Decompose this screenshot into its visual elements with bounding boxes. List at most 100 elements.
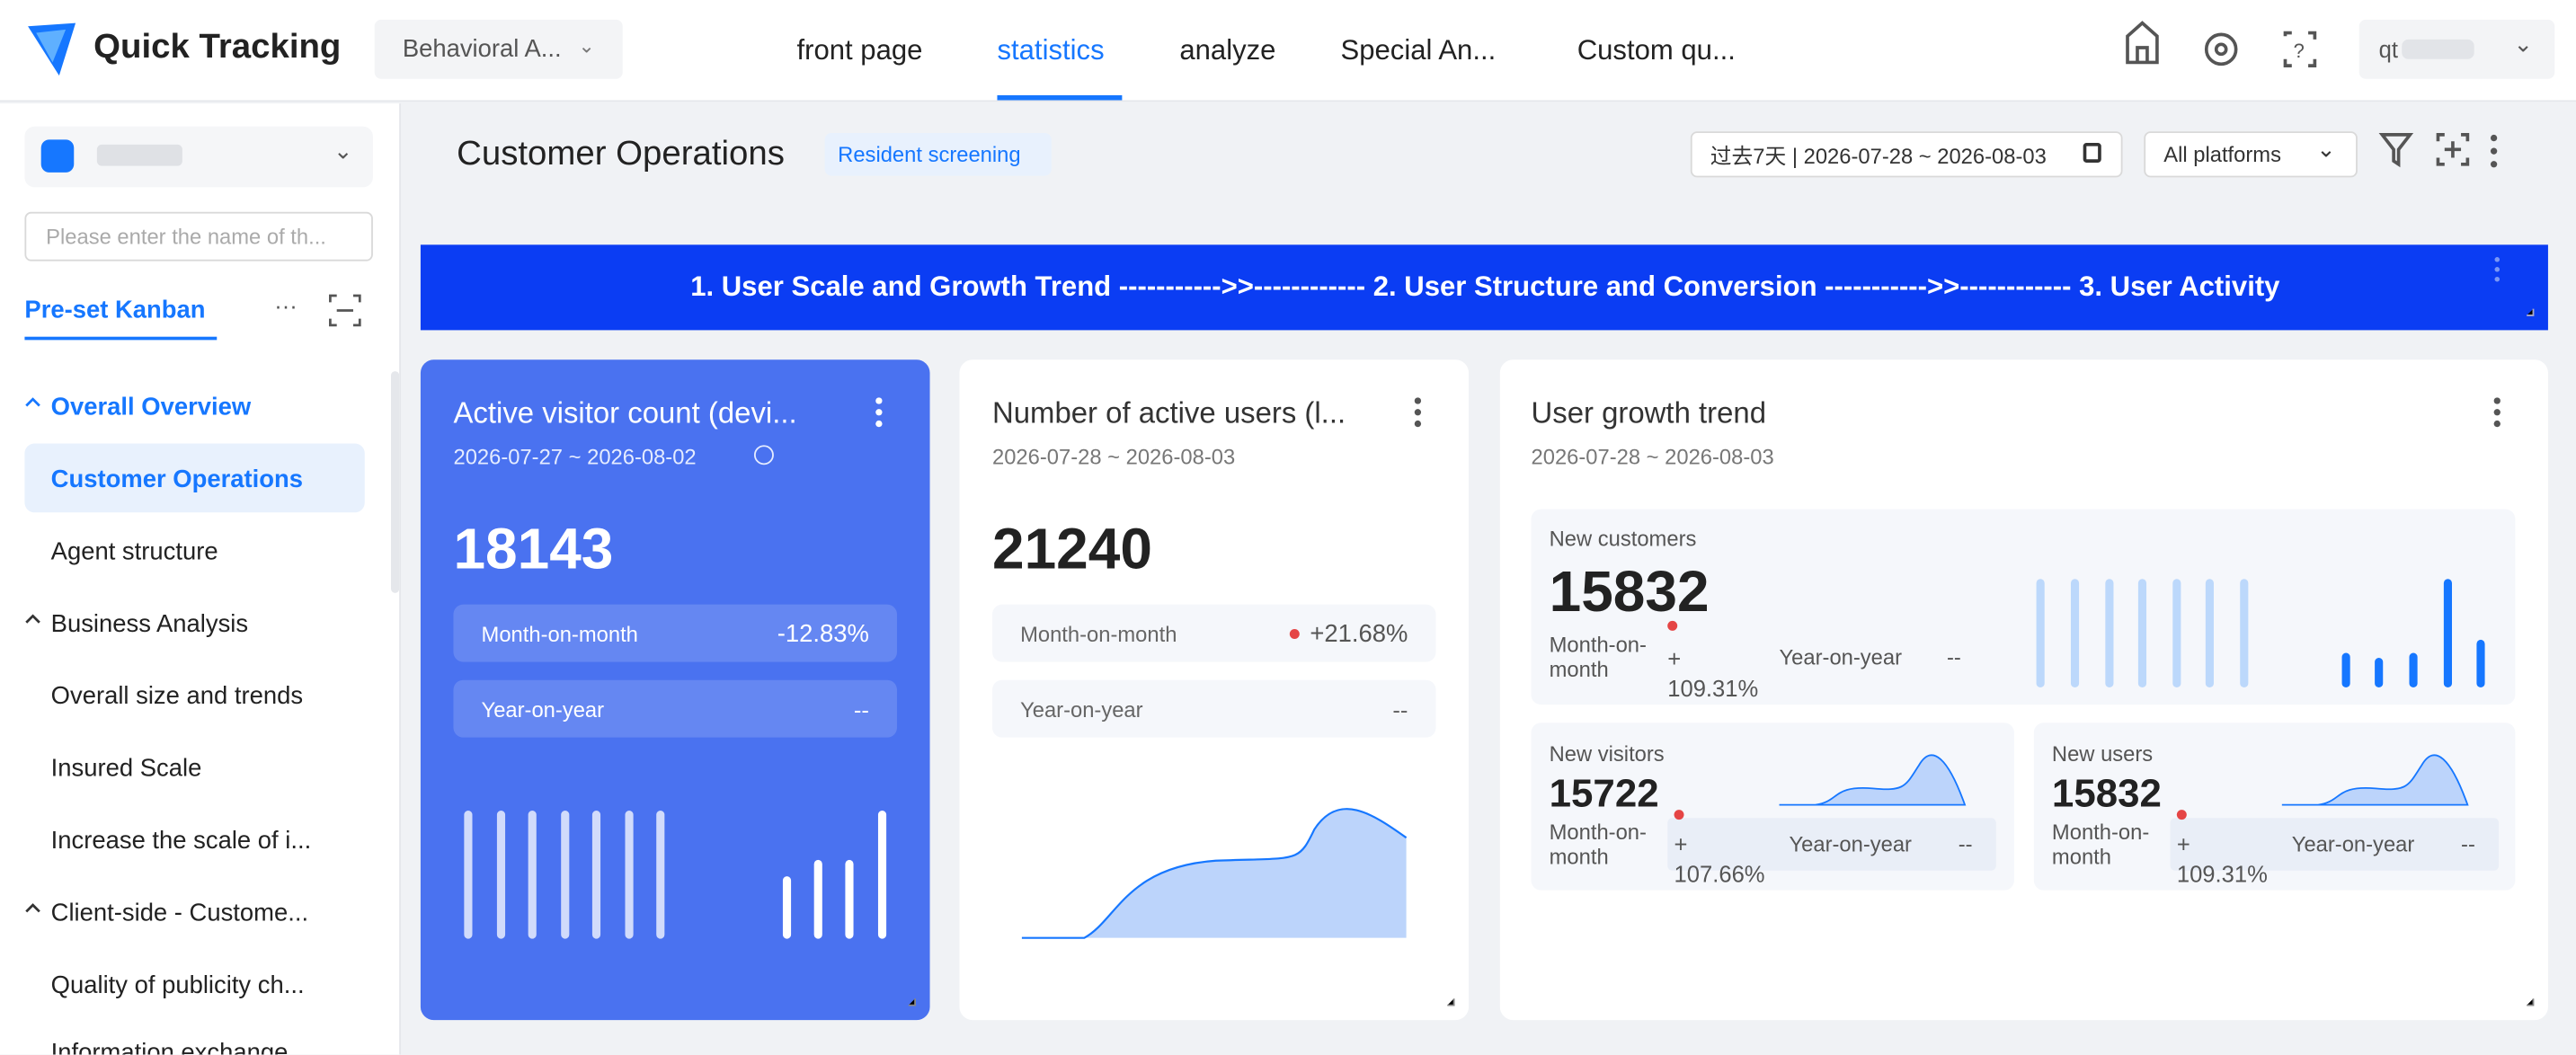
chevron: ⌄ [578, 34, 595, 58]
block-yoy-value: -- [2461, 831, 2475, 857]
block-yoy-value: -- [1946, 644, 1961, 669]
metric-row [453, 604, 897, 662]
blurred-name [2402, 39, 2474, 59]
page-title: Customer Operations [457, 134, 785, 173]
svg-text:?: ? [2294, 40, 2305, 62]
card-title: Active visitor count (devi... [453, 396, 797, 430]
metric-card [420, 359, 930, 1021]
sidebar-item[interactable]: Increase the scale of i... [50, 827, 312, 856]
nav-item[interactable]: Custom qu... [1577, 34, 1736, 66]
block-yoy-label: Year-on-year [1779, 644, 1903, 669]
block-value: 15722 [1549, 772, 1659, 817]
sidebar-item[interactable]: Quality of publicity ch... [50, 971, 305, 1000]
nav-item[interactable]: Special An... [1340, 34, 1497, 66]
block-mom-label: Month-on-month [1549, 820, 1647, 869]
caret [25, 397, 40, 407]
sidebar-item[interactable]: Overall size and trends [50, 682, 304, 711]
date-picker[interactable] [1690, 131, 2123, 178]
caret [25, 903, 40, 913]
search-placeholder: Please enter the name of th... [46, 224, 326, 249]
tab-underline [24, 336, 218, 341]
metric-label: Month-on-month [481, 621, 638, 647]
card-date: 2026-07-27 ~ 2026-08-02 [453, 444, 697, 469]
sidebar-item[interactable]: Agent structure [50, 537, 218, 566]
block-value: 15832 [1549, 560, 1710, 625]
block-mom-value: + 107.66% [1674, 830, 1765, 888]
caret [25, 614, 40, 624]
header-icons: ? [2126, 21, 2317, 67]
nav-item[interactable]: analyze [1179, 34, 1276, 66]
sidebar [0, 103, 401, 1055]
nav-underline [997, 95, 1123, 101]
workspace-select[interactable] [374, 19, 623, 79]
caret-path [25, 614, 40, 624]
trend-dot [1289, 629, 1300, 640]
logo-icon [28, 22, 76, 76]
sidebar-item[interactable]: Overall Overview [50, 393, 252, 421]
search-input[interactable] [24, 211, 373, 262]
tag-text: Resident screening [838, 142, 1021, 167]
chevron: ⌄ [2513, 30, 2533, 58]
more-icon[interactable]: ··· [274, 292, 298, 319]
trend-dot [1674, 810, 1684, 820]
metric-row [453, 679, 897, 738]
logo-text: Quick Tracking [93, 28, 342, 66]
active-item-bg [24, 443, 365, 513]
block-label: New customers [1549, 526, 1697, 552]
chevron: ⌄ [2316, 135, 2336, 163]
card-date: 2026-07-28 ~ 2026-08-03 [1531, 444, 1774, 469]
block-label: New users [2051, 741, 2154, 767]
platform-select[interactable] [2144, 131, 2358, 178]
banner [420, 244, 2548, 331]
metric-value: -- [853, 696, 869, 723]
date-range: 过去7天 | 2026-07-28 ~ 2026-08-03 [1710, 143, 2047, 169]
tab[interactable]: Pre-set Kanban [24, 296, 206, 324]
metric-value: -12.83% [777, 619, 869, 649]
card-title: User growth trend [1531, 396, 1767, 430]
expand-icon[interactable] [325, 291, 365, 331]
block-mom-label: Month-on-month [2051, 820, 2150, 869]
metric-row [991, 679, 1436, 738]
block-yoy-value: -- [1958, 831, 1973, 857]
app-icon [40, 139, 75, 173]
sidebar-item[interactable]: Customer Operations [50, 465, 304, 494]
metric-label: Year-on-year [1020, 696, 1143, 723]
platform-text: All platforms [2163, 142, 2281, 167]
scrollbar [391, 371, 400, 593]
tag [824, 133, 1052, 176]
chevron: ⌄ [333, 137, 353, 164]
sidebar-item[interactable]: Client-side - Custome... [50, 899, 309, 927]
card-value: 21240 [991, 517, 1152, 582]
blurred-app [96, 144, 182, 166]
trend-dot [2176, 810, 2187, 820]
workspace-text: Behavioral A... [402, 35, 562, 64]
toolbar-icons [2378, 133, 2498, 168]
app-select[interactable] [24, 126, 373, 188]
clock-icon [753, 445, 774, 465]
block-yoy-label: Year-on-year [1789, 831, 1912, 857]
sidebar-item[interactable]: Business Analysis [50, 610, 249, 639]
block-yoy-label: Year-on-year [2291, 831, 2415, 857]
nav-item[interactable]: front page [796, 34, 923, 66]
sidebar-item[interactable]: Information exchange [50, 1039, 289, 1055]
yoy-row [1667, 818, 1996, 871]
card-value: 18143 [453, 517, 614, 582]
block-label: New visitors [1549, 741, 1665, 767]
metric-label: Year-on-year [481, 696, 605, 723]
metric-label: Month-on-month [1020, 621, 1177, 647]
card-date: 2026-07-28 ~ 2026-08-03 [991, 444, 1236, 469]
metric-value: -- [1392, 696, 1408, 723]
calendar-icon [2083, 143, 2101, 163]
card-title: Number of active users (l... [991, 396, 1346, 430]
banner-text: 1. User Scale and Growth Trend ---------… [690, 270, 2280, 303]
metric-value: +21.68% [1310, 619, 1408, 649]
block-mom-value: + 109.31% [1667, 645, 1759, 702]
trend-dot [1667, 620, 1678, 631]
nav-item[interactable]: statistics [997, 34, 1105, 66]
sidebar-item[interactable]: Insured Scale [50, 754, 202, 783]
yoy-row [2170, 818, 2500, 871]
caret-path [25, 903, 40, 913]
